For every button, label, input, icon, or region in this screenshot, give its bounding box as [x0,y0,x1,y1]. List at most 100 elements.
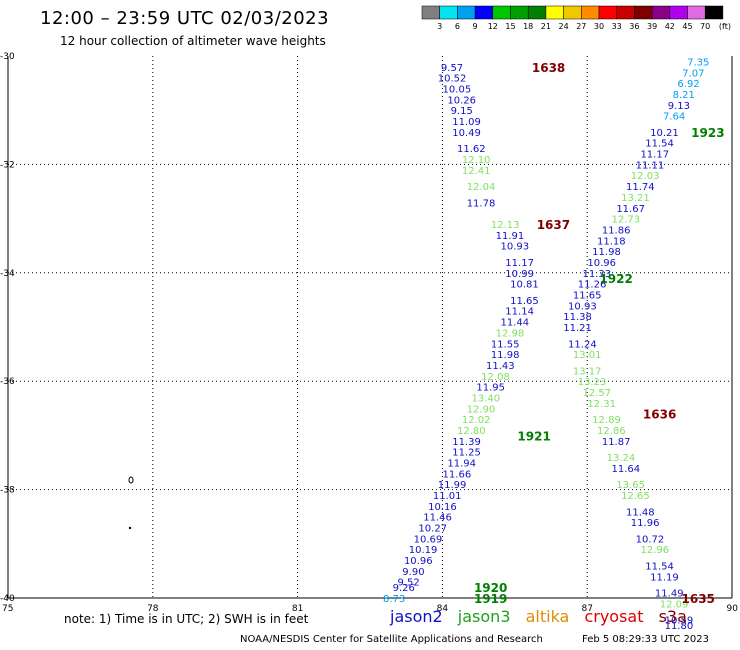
colorbar-swatch [474,5,494,20]
lat-tick-label: -40 [0,594,15,604]
swh-value-label: 11.66 [443,469,472,480]
swh-value-label: 12.90 [467,404,496,415]
swh-value-label: 10.16 [428,502,457,513]
swh-value-label: 13.01 [573,350,602,361]
colorbar-swatch [634,5,653,20]
swh-value-label: 11.14 [505,307,534,318]
swh-value-label: 11.38 [563,312,592,323]
track-time-label: 1921 [517,429,550,443]
swh-value-label: 13.65 [616,480,645,491]
swh-value-label: 12.08 [481,372,510,383]
colorbar-label: 42 [665,22,675,31]
colorbar-label: 18 [523,22,533,31]
colorbar-swatch [545,5,564,20]
swh-value-label: 11.64 [611,464,640,475]
swh-value-label: 11.99 [438,480,467,491]
page-title: 12:00 – 23:59 UTC 02/03/2023 [40,8,330,29]
swh-value-label: 8.73 [383,594,405,605]
lon-tick-label: 84 [437,604,449,614]
swh-value-label: 13.24 [607,453,636,464]
colorbar-label: 70 [700,22,710,31]
lon-tick-label: 75 [2,604,13,614]
swh-value-label: 10.93 [568,301,597,312]
lat-tick-label: -34 [0,269,15,279]
track-time-label: 1638 [532,61,565,75]
swh-value-label: 11.80 [665,621,694,632]
swh-value-label: 12.86 [597,426,626,437]
swh-value-label: 10.96 [587,258,616,269]
colorbar-swatch [616,5,635,20]
colorbar-label: 21 [541,22,551,31]
swh-value-label: 11.11 [636,160,665,171]
colorbar-label: 39 [647,22,657,31]
legend-s3a: s3a [658,607,687,626]
swh-value-label: 10.96 [404,556,433,567]
swh-value-label: 13.40 [472,393,501,404]
swh-value-label: 13.17 [573,366,602,377]
colorbar-swatch [581,5,600,20]
swh-value-label: 12.13 [491,220,520,231]
swh-value-label: 9.52 [397,578,419,589]
swh-value-label: 10.72 [636,534,665,545]
swh-value-label: 10.59 [665,616,694,627]
swh-value-label: 12.73 [611,215,640,226]
swh-value-label: 10.19 [409,545,438,556]
swh-value-label: 11.54 [645,139,674,150]
credit-line: NOAA/NESDIS Center for Satellite Applica… [240,634,543,645]
swh-value-label: 10.52 [438,74,467,85]
swh-value-label: 11.46 [423,513,452,524]
swh-value-label: 11.74 [626,182,655,193]
island-marker [128,526,132,530]
swh-value-label: 11.17 [505,258,534,269]
swh-value-label: 10.93 [500,242,529,253]
swh-value-label: 11.65 [510,296,539,307]
swh-value-label: 11.65 [573,290,602,301]
swh-value-label: 8.21 [673,90,695,101]
swh-value-label: 12.02 [462,415,491,426]
swh-value-label: 10.69 [414,534,443,545]
footer-note: note: 1) Time is in UTC; 2) SWH is in fe… [64,612,309,626]
colorbar-swatch [704,5,724,20]
track-time-label: 1923 [691,126,724,140]
page-subtitle: 12 hour collection of altimeter wave hei… [60,34,326,48]
swh-value-label: 9.90 [402,567,424,578]
colorbar-label: 15 [505,22,515,31]
swh-value-label: 11.19 [650,572,679,583]
colorbar-label: 30 [594,22,604,31]
swh-value-label: 12.09 [660,599,689,610]
track-time-label: 1635 [682,592,715,606]
lat-tick-label: -38 [0,486,15,496]
lon-tick-label: 78 [147,604,159,614]
track-time-label: 1636 [643,408,676,422]
swh-value-label: 11.24 [568,339,597,350]
swh-value-label: 10.49 [452,128,481,139]
swh-value-label: 7.35 [687,57,709,68]
swh-value-label: 12.04 [467,182,496,193]
swh-value-label: 12.80 [457,426,486,437]
swh-value-label: 11.62 [457,144,486,155]
swh-value-label: 11.67 [616,204,645,215]
swh-value-label: 9.57 [441,63,463,74]
swh-value-label: 11.39 [452,437,481,448]
track-time-label: 1919 [474,592,507,606]
swh-value-label: 11.33 [583,269,612,280]
swh-value-label: 11.44 [500,318,529,329]
swh-value-label: 10.99 [505,269,534,280]
swh-value-label: 11.96 [631,518,660,529]
lon-tick-label: 81 [292,604,303,614]
track-time-label: 1922 [599,272,632,286]
swh-value-label: 11.95 [476,383,505,394]
swh-value-label: 12.31 [587,399,616,410]
swh-value-label: 7.07 [682,68,704,79]
lat-tick-label: -36 [0,377,15,387]
swh-value-label: 11.91 [496,231,525,242]
colorbar-swatch [510,5,529,20]
colorbar-label: 9 [473,22,478,31]
swh-value-label: 11.09 [452,117,481,128]
swh-value-label: 11.18 [597,236,626,247]
track-time-label: 1920 [474,581,507,595]
legend-altika: altika [525,607,570,626]
swh-value-label: 12.57 [583,388,612,399]
swh-value-label: 10.21 [650,128,679,139]
swh-value-label: 11.54 [645,561,674,572]
